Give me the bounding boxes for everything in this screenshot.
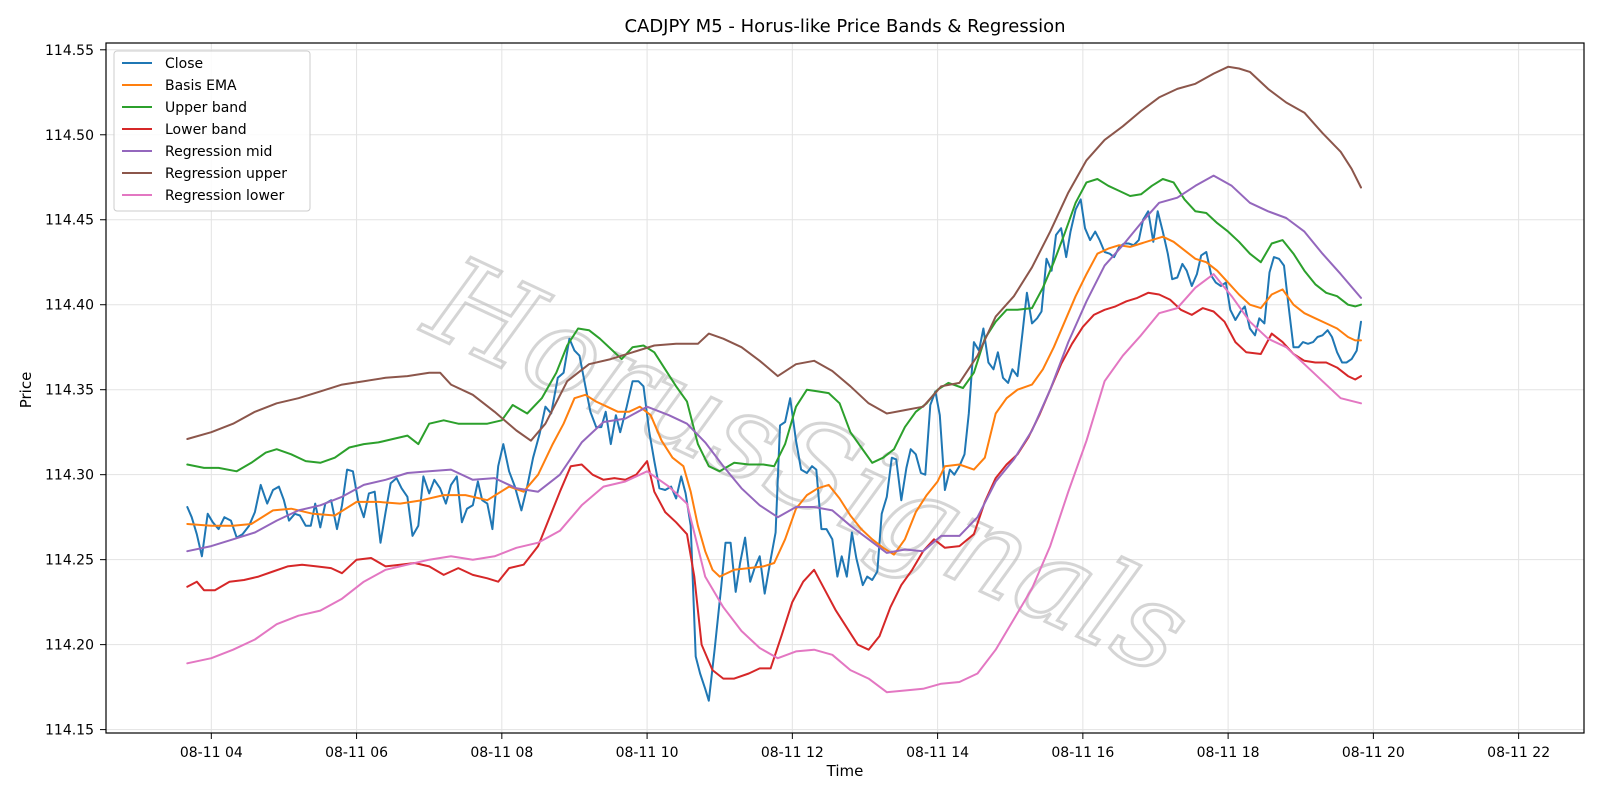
y-tick-label: 114.25 [45,553,94,569]
series-line-regression-mid [186,174,1362,554]
y-axis-title: Price [17,372,35,409]
y-tick-label: 114.45 [45,213,94,229]
watermark-text: HorusSignals [406,229,1209,702]
y-tick-label: 114.35 [45,383,94,399]
series-line-regression-lower [186,273,1362,694]
x-axis: 08-11 04 08-11 06 08-11 08 08-11 10 08-11 12… [180,733,1550,761]
y-tick-label: 114.40 [45,298,94,314]
y-axis: 114.15 114.20 114.25 114.30 114.35 114.40 114.… [45,43,106,739]
plot-frame [105,42,1585,734]
series-line-regression-upper [186,65,1362,442]
legend-label-regression-upper: Regression upper [165,166,287,182]
watermark: HorusSignals [404,228,1210,704]
x-tick-label: 08-11 04 [180,745,243,761]
y-tick-label: 114.20 [45,638,94,654]
x-axis-title: Time [826,762,864,780]
x-tick-label: 08-11 20 [1342,745,1405,761]
legend-box [113,50,311,212]
x-tick-label: 08-11 16 [1051,745,1114,761]
x-tick-label: 08-11 18 [1197,745,1260,761]
series-line-close [186,198,1362,702]
chart-title: CADJPY M5 - Horus-like Price Bands & Reg… [624,16,1065,37]
legend-label-regression-lower: Regression lower [165,188,285,204]
series-line-upper-band [186,178,1362,473]
y-tick-label: 114.15 [45,723,94,739]
legend-label-basis-ema: Basis EMA [165,78,237,94]
x-tick-label: 08-11 10 [616,745,679,761]
series-group [186,65,1362,702]
legend-label-regression-mid: Regression mid [165,144,272,160]
x-tick-label: 08-11 14 [906,745,969,761]
y-tick-label: 114.55 [45,43,94,59]
legend-label-upper-band: Upper band [165,100,247,116]
legend: Close Basis EMA Upper band Lower band Regres… [113,50,311,212]
x-tick-label: 08-11 08 [470,745,533,761]
legend-label-close: Close [165,56,203,72]
legend-label-lower-band: Lower band [165,122,247,138]
y-tick-label: 114.30 [45,468,94,484]
x-tick-label: 08-11 22 [1487,745,1550,761]
grid [106,43,1584,733]
x-tick-label: 08-11 06 [325,745,388,761]
x-tick-label: 08-11 12 [761,745,824,761]
y-tick-label: 114.50 [45,128,94,144]
